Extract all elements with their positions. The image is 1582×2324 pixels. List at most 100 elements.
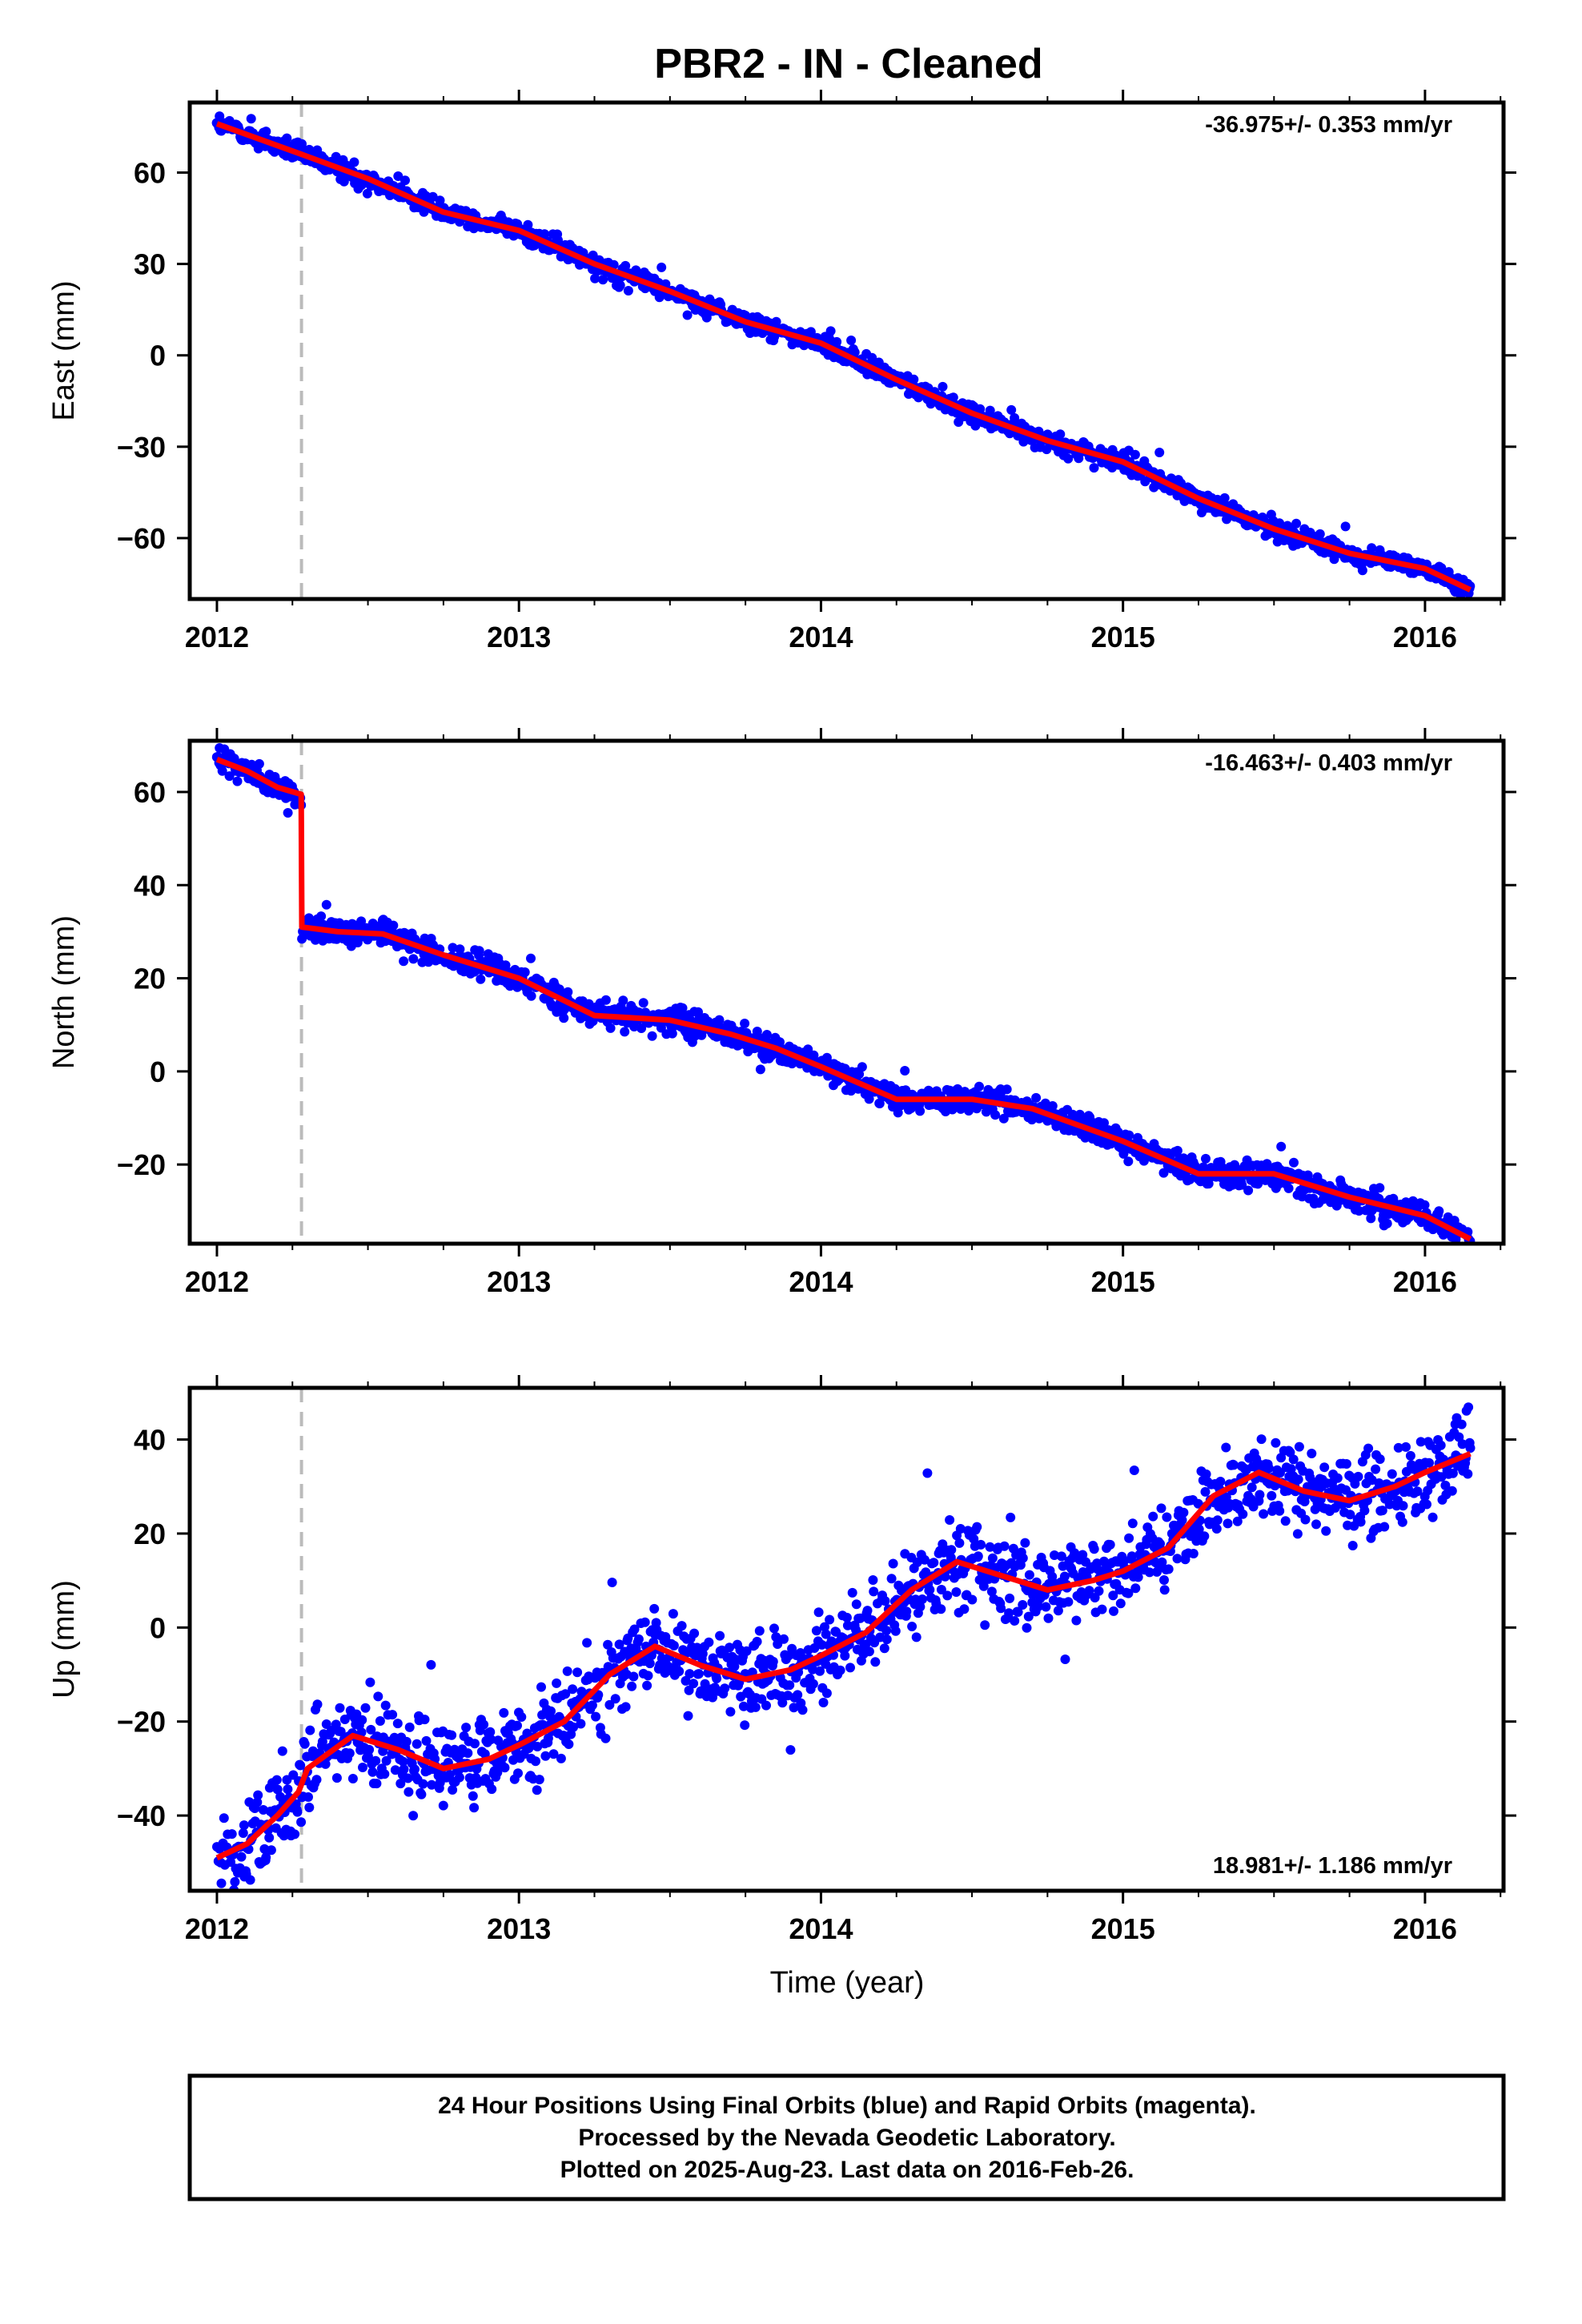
north-data-point (1031, 1092, 1042, 1103)
north-data-point (584, 999, 594, 1009)
up-data-point (416, 1789, 427, 1799)
up-data-point (1200, 1486, 1211, 1497)
up-data-point (738, 1701, 749, 1711)
up-data-point (886, 1574, 897, 1584)
up-data-point (379, 1769, 390, 1779)
up-data-point (821, 1688, 832, 1699)
up-data-point (820, 1622, 829, 1632)
up-data-point (420, 1715, 430, 1725)
up-data-point (1060, 1655, 1070, 1664)
up-data-point (1013, 1607, 1023, 1617)
up-data-point (1123, 1588, 1134, 1598)
up-data-point (955, 1524, 966, 1534)
up-data-point (1332, 1473, 1343, 1483)
north-data-point (526, 991, 536, 1001)
north-data-point (693, 1007, 703, 1017)
up-data-point (693, 1669, 704, 1679)
up-data-point (1379, 1522, 1390, 1532)
up-data-point (401, 1736, 412, 1747)
up-data-point (797, 1705, 808, 1715)
up-data-point (978, 1581, 989, 1591)
up-data-point (1157, 1557, 1167, 1567)
east-data-point (1154, 448, 1165, 457)
up-data-point (463, 1748, 473, 1759)
up-data-point (840, 1651, 850, 1661)
up-data-point (305, 1725, 315, 1735)
up-data-point (841, 1612, 852, 1622)
up-data-point (642, 1680, 652, 1691)
up-data-point (1109, 1606, 1118, 1616)
north-data-points (211, 743, 1476, 1244)
north-data-point (915, 1106, 926, 1116)
up-data-point (633, 1634, 644, 1644)
north-data-point (1047, 1101, 1058, 1111)
up-data-point (1124, 1533, 1134, 1543)
up-data-point (1238, 1509, 1248, 1519)
up-data-point (1148, 1511, 1158, 1522)
up-data-point (1081, 1557, 1091, 1567)
up-data-point (360, 1703, 371, 1713)
up-y-tick-label: 0 (150, 1611, 166, 1644)
north-data-point (600, 995, 611, 1005)
north-data-point (254, 758, 264, 769)
up-data-point (1359, 1506, 1370, 1516)
up-data-point (296, 1817, 307, 1827)
up-data-point (959, 1604, 970, 1614)
up-data-point (879, 1643, 889, 1654)
up-data-point (741, 1646, 752, 1656)
up-data-point (1056, 1551, 1066, 1562)
north-data-point (821, 1052, 832, 1063)
north-data-point (857, 1062, 867, 1072)
up-data-point (380, 1700, 391, 1711)
up-data-point (448, 1785, 458, 1795)
up-data-point (704, 1637, 714, 1647)
east-panel: 2012 2013 2014 2015 2016 −60 −30 0 30 60 East (mm)… (47, 90, 1516, 653)
up-data-point (421, 1735, 432, 1746)
up-data-point (761, 1700, 771, 1711)
up-data-point (365, 1677, 375, 1687)
north-fit-line (215, 757, 1472, 1242)
up-data-point (640, 1617, 650, 1627)
east-y-tick-label: −60 (117, 522, 166, 555)
up-data-point (487, 1784, 497, 1795)
up-data-point (817, 1639, 827, 1650)
up-data-point (304, 1803, 315, 1812)
up-y-axis-label: Up (mm) (47, 1580, 81, 1699)
up-data-point (1292, 1529, 1303, 1539)
up-data-point (692, 1642, 702, 1653)
up-data-point (681, 1675, 691, 1686)
up-data-point (603, 1639, 613, 1650)
east-data-point (540, 229, 550, 239)
up-data-point (689, 1628, 700, 1638)
up-data-point (967, 1594, 978, 1605)
up-data-point (290, 1829, 300, 1839)
up-data-point (344, 1748, 355, 1759)
up-data-point (1377, 1506, 1387, 1516)
east-data-point (1063, 453, 1074, 464)
up-data-point (373, 1691, 383, 1702)
up-data-point (1457, 1439, 1468, 1449)
up-data-point (987, 1553, 998, 1563)
up-data-point (1286, 1464, 1296, 1474)
up-data-point (556, 1753, 566, 1763)
up-data-point (942, 1590, 953, 1601)
up-data-point (880, 1596, 890, 1606)
north-data-point (998, 1113, 1009, 1124)
up-data-point (881, 1634, 892, 1645)
footer-line-1: 24 Hour Positions Using Final Orbits (bl… (438, 2093, 1256, 2119)
up-data-point (813, 1607, 824, 1618)
up-data-point (1127, 1518, 1138, 1529)
up-data-point (1006, 1512, 1016, 1522)
up-data-point (1371, 1464, 1381, 1474)
east-data-point (1055, 429, 1066, 440)
up-data-point (1350, 1478, 1360, 1489)
east-data-point (590, 273, 600, 283)
up-data-point (357, 1715, 367, 1725)
up-data-point (454, 1772, 464, 1783)
up-data-point (1193, 1498, 1203, 1509)
up-data-point (1005, 1593, 1015, 1603)
east-data-point (656, 262, 667, 272)
up-data-point (216, 1878, 227, 1888)
up-fit-line (215, 1450, 1472, 1861)
up-y-tick-label: 20 (134, 1518, 166, 1550)
